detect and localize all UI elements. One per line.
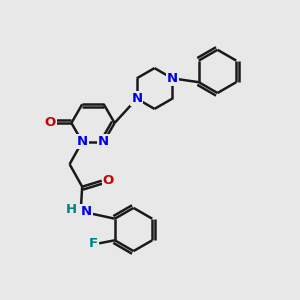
Text: O: O [103, 174, 114, 187]
Text: O: O [45, 116, 56, 130]
Text: F: F [89, 237, 98, 250]
Text: N: N [131, 92, 142, 105]
Text: N: N [80, 205, 92, 218]
Text: N: N [76, 135, 88, 148]
Text: N: N [167, 72, 178, 85]
Text: H: H [65, 203, 77, 216]
Text: N: N [98, 135, 110, 148]
